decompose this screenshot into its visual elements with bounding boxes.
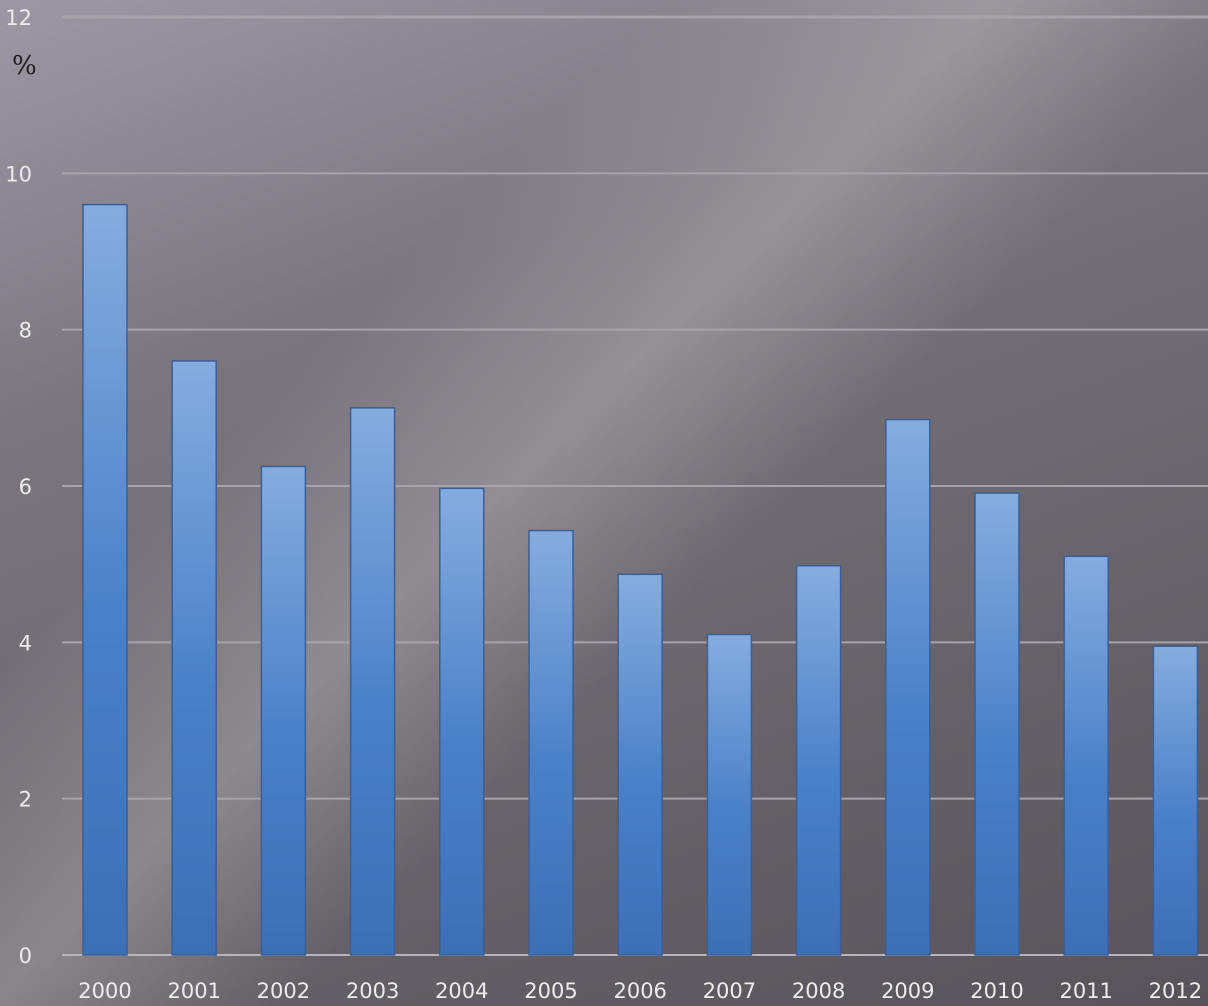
y-tick-label: 12 (5, 6, 32, 30)
x-tick-label: 2007 (703, 979, 756, 1003)
x-tick-label: 2010 (970, 979, 1023, 1003)
bar-2003 (349, 407, 396, 956)
x-tick-label: 2012 (1149, 979, 1202, 1003)
x-tick-label: 2000 (78, 979, 131, 1003)
y-axis-label: % (12, 51, 37, 81)
bar-2007 (706, 633, 753, 956)
bar-2006 (617, 573, 663, 956)
x-tick-label: 2004 (435, 979, 488, 1003)
bar-2009 (885, 418, 931, 956)
x-tick-label: 2003 (346, 979, 399, 1003)
y-tick-label: 6 (19, 475, 32, 499)
bar-2005 (528, 529, 574, 956)
bar-2004 (439, 487, 485, 956)
y-tick-label: 8 (19, 319, 32, 343)
x-tick-label: 2008 (792, 979, 845, 1003)
y-tick-label: 0 (19, 944, 32, 968)
bars (82, 203, 1199, 956)
bar-2002 (260, 465, 307, 956)
x-tick-label: 2011 (1059, 979, 1112, 1003)
x-tick-label: 2001 (167, 979, 220, 1003)
bar-2008 (795, 564, 842, 956)
y-tick-label: 10 (5, 162, 32, 186)
x-tick-label: 2005 (524, 979, 577, 1003)
bar-2010 (974, 492, 1020, 956)
x-tick-label: 2002 (257, 979, 310, 1003)
bar-2000 (82, 203, 128, 956)
bar-2011 (1063, 555, 1109, 956)
x-axis-ticks: 2000 2001 2002 2003 2004 2005 2006 2007 2008 2009… (78, 979, 1202, 1003)
x-tick-label: 2006 (613, 979, 666, 1003)
bar-2012 (1152, 645, 1199, 956)
bar-2001 (171, 360, 217, 956)
y-tick-label: 2 (19, 788, 32, 812)
x-tick-label: 2009 (881, 979, 934, 1003)
y-tick-label: 4 (19, 631, 32, 655)
y-axis-ticks: 0 2 4 6 8 10 12 (5, 6, 32, 968)
